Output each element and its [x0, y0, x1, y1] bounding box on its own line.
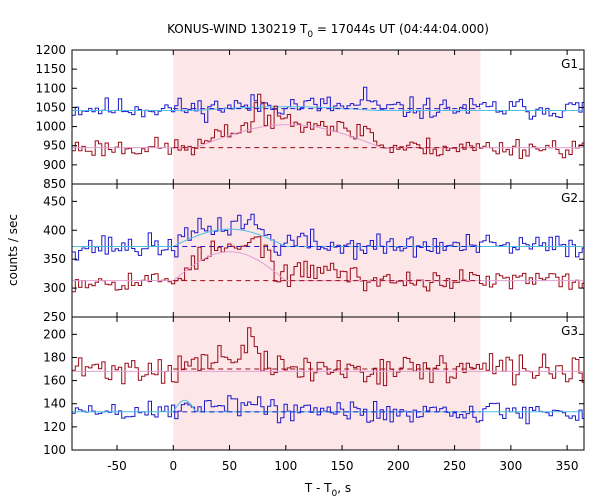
- title-suffix: = 17044s UT (04:44:04.000): [313, 22, 489, 36]
- y-tick-label: 140: [43, 397, 66, 411]
- x-tick-label: 100: [274, 459, 297, 473]
- y-tick-label: 400: [43, 223, 66, 237]
- fit-red-G1: [72, 124, 583, 149]
- y-tick-label: 160: [43, 374, 66, 388]
- title-subscript: 0: [307, 30, 313, 40]
- panel-frame: [71, 316, 585, 451]
- panel-label-G1: G1: [561, 57, 578, 71]
- series-blue-G2: [72, 213, 584, 261]
- y-tick-label: 950: [43, 139, 66, 153]
- y-tick-label: 1200: [35, 43, 66, 57]
- y-tick-label: 200: [43, 327, 66, 341]
- xlabel-subscript: 0: [332, 489, 338, 499]
- series-red-G1: [72, 93, 584, 159]
- x-tick-label: 50: [222, 459, 237, 473]
- panels-group: 85090095010001050110011501200G1250300350…: [35, 43, 585, 473]
- y-tick-label: 1150: [35, 62, 66, 76]
- series-red-G2: [72, 236, 584, 293]
- y-tick-label: 250: [43, 310, 66, 324]
- y-tick-label: 850: [43, 177, 66, 191]
- series-blue-G1: [72, 86, 584, 123]
- y-tick-label: 1100: [35, 81, 66, 95]
- xlabel-prefix: T - T: [304, 481, 332, 495]
- y-tick-label: 180: [43, 350, 66, 364]
- y-tick-label: 120: [43, 420, 66, 434]
- title-prefix: KONUS-WIND 130219 T: [167, 22, 308, 36]
- y-tick-label: 100: [43, 443, 66, 457]
- y-tick-label: 900: [43, 158, 66, 172]
- chart-title: KONUS-WIND 130219 T0 = 17044s UT (04:44:…: [167, 22, 489, 40]
- y-tick-label: 1050: [35, 100, 66, 114]
- x-tick-label: 150: [331, 459, 354, 473]
- series-blue-G3: [72, 395, 584, 425]
- y-axis-label: counts / sec: [6, 214, 20, 286]
- x-tick-label: 0: [169, 459, 177, 473]
- y-tick-label: 300: [43, 281, 66, 295]
- y-tick-label: 450: [43, 194, 66, 208]
- panel-label-G2: G2: [561, 191, 578, 205]
- x-tick-label: 200: [387, 459, 410, 473]
- series-red-G3: [72, 327, 584, 387]
- fit-blue-G1: [72, 106, 583, 111]
- x-tick-label: -50: [107, 459, 127, 473]
- xlabel-suffix: , s: [337, 481, 351, 495]
- x-tick-label: 300: [499, 459, 522, 473]
- x-tick-label: 350: [556, 459, 579, 473]
- x-axis-label: T - T0, s: [304, 481, 351, 499]
- panel-label-G3: G3: [561, 324, 578, 338]
- y-tick-label: 1000: [35, 120, 66, 134]
- y-tick-label: 350: [43, 252, 66, 266]
- x-tick-label: 250: [443, 459, 466, 473]
